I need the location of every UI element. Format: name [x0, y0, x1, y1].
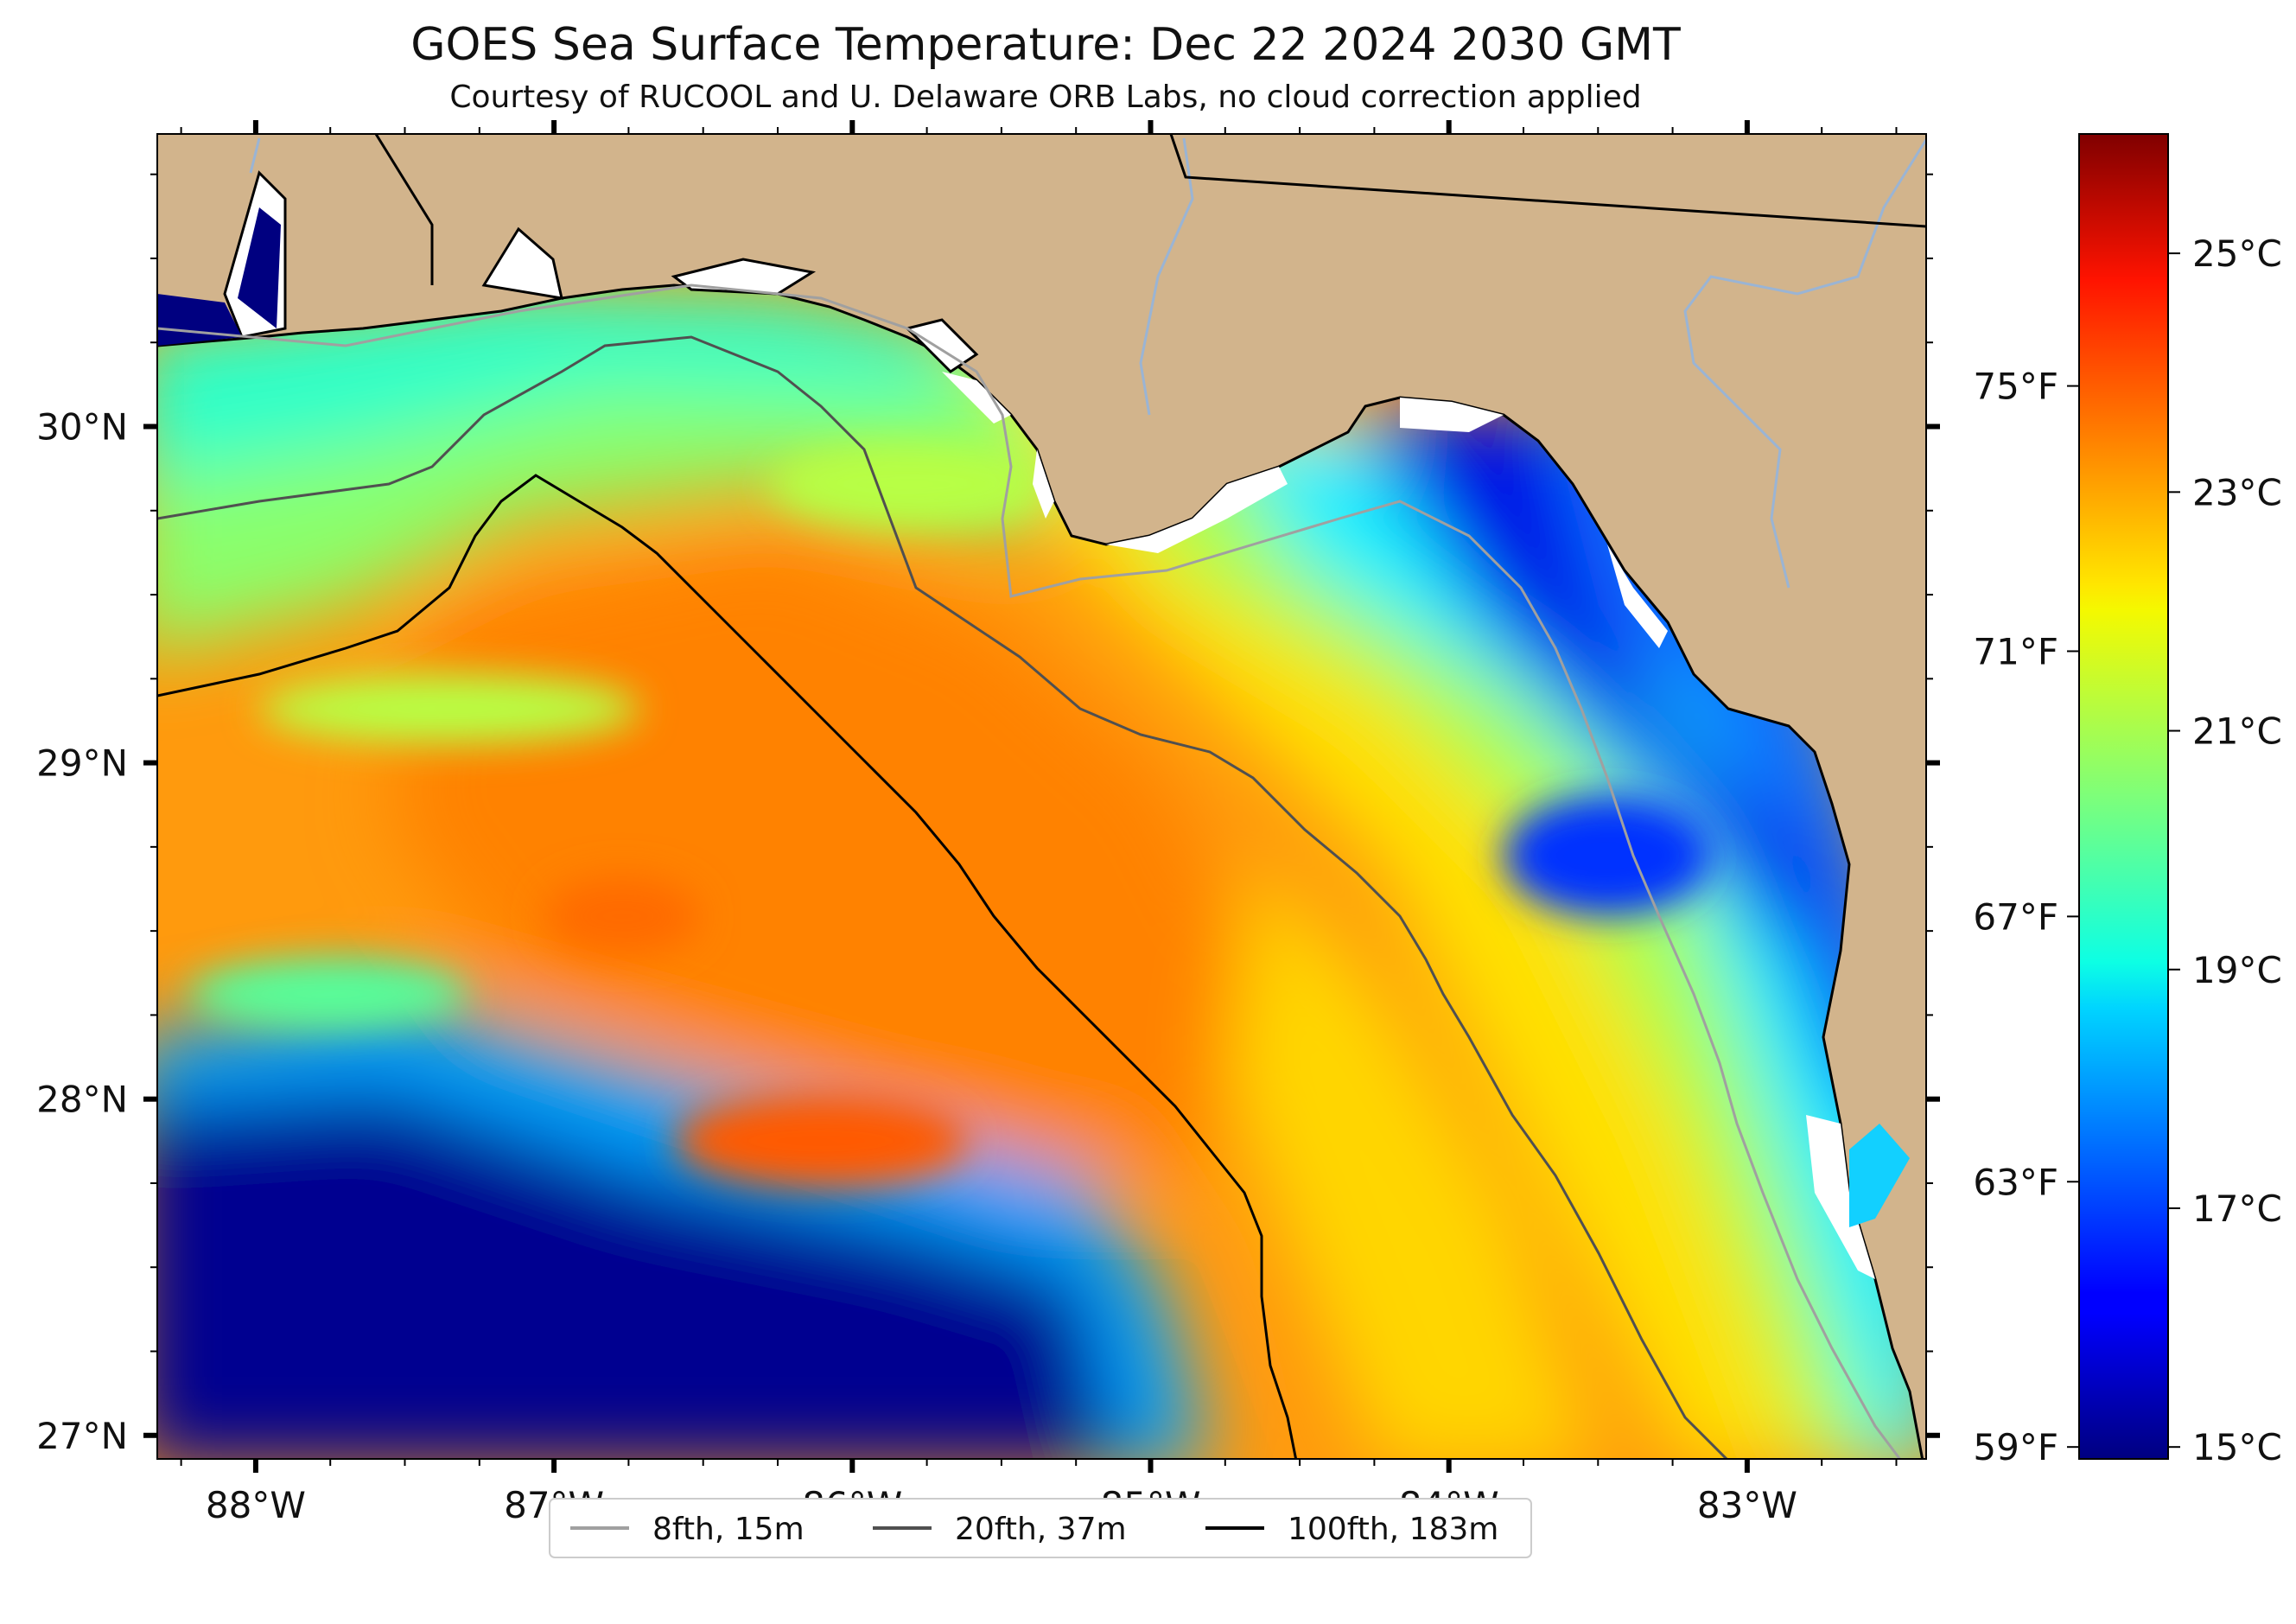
lon-tick-label: 88°W	[206, 1484, 306, 1526]
lat-tick-label: 30°N	[36, 406, 128, 449]
celsius-tick-label: 25°C	[2192, 232, 2282, 275]
map-frame	[156, 133, 1927, 1460]
figure-title: GOES Sea Surface Temperature: Dec 22 202…	[410, 19, 1681, 71]
celsius-tick-label: 21°C	[2192, 710, 2282, 753]
fahrenheit-tick-label: 63°F	[1973, 1161, 2058, 1203]
fahrenheit-tick-label: 75°F	[1973, 366, 2058, 408]
celsius-tick-label: 19°C	[2192, 949, 2282, 991]
colorbar-ticks: 25°C 23°C 21°C 19°C 17°C 15°C 75°F 71°F 67°F 63°F…	[1973, 232, 2281, 1468]
fahrenheit-tick-label: 67°F	[1973, 895, 2058, 938]
lat-tick-label: 29°N	[36, 742, 128, 785]
legend-box	[549, 1498, 1532, 1558]
celsius-tick-label: 23°C	[2192, 471, 2282, 513]
isobaths	[157, 283, 1902, 1459]
lon-tick-label: 83°W	[1697, 1484, 1797, 1526]
celsius-tick-label: 17°C	[2192, 1188, 2282, 1230]
lat-tick-label: 27°N	[36, 1415, 128, 1457]
legend-label: 20fth, 37m	[955, 1512, 1127, 1547]
lat-tick-label: 28°N	[36, 1079, 128, 1121]
isobath-legend: 8fth, 15m 20fth, 37m 100fth, 183m	[549, 1498, 1532, 1558]
figure-subtitle: Courtesy of RUCOOL and U. Delaware ORB L…	[449, 80, 1642, 115]
legend-label: 8fth, 15m	[652, 1512, 805, 1547]
legend-label: 100fth, 183m	[1288, 1512, 1498, 1547]
celsius-tick-label: 15°C	[2192, 1426, 2282, 1468]
land-mass	[157, 134, 1926, 1459]
fahrenheit-tick-label: 71°F	[1973, 630, 2058, 672]
isobath-8fth	[157, 283, 1902, 1459]
colorbar	[2078, 133, 2169, 1460]
isobath-20fth	[157, 335, 1729, 1459]
isobath-100fth	[157, 474, 1298, 1459]
fahrenheit-tick-label: 59°F	[1973, 1426, 2058, 1468]
